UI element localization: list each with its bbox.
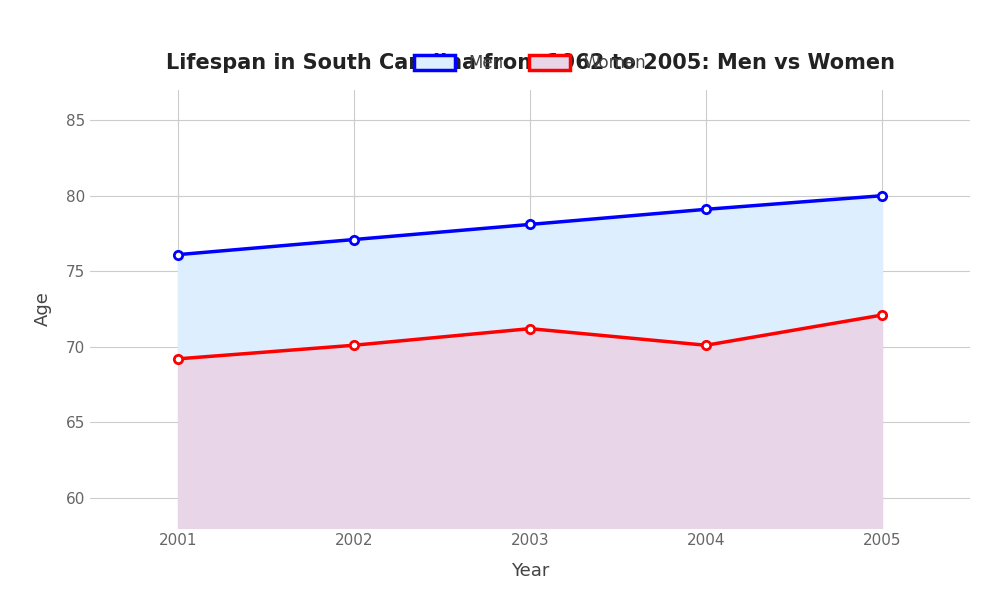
- Legend: Men, Women: Men, Women: [405, 46, 655, 80]
- Title: Lifespan in South Carolina from 1962 to 2005: Men vs Women: Lifespan in South Carolina from 1962 to …: [166, 53, 895, 73]
- X-axis label: Year: Year: [511, 562, 549, 580]
- Y-axis label: Age: Age: [34, 292, 52, 326]
